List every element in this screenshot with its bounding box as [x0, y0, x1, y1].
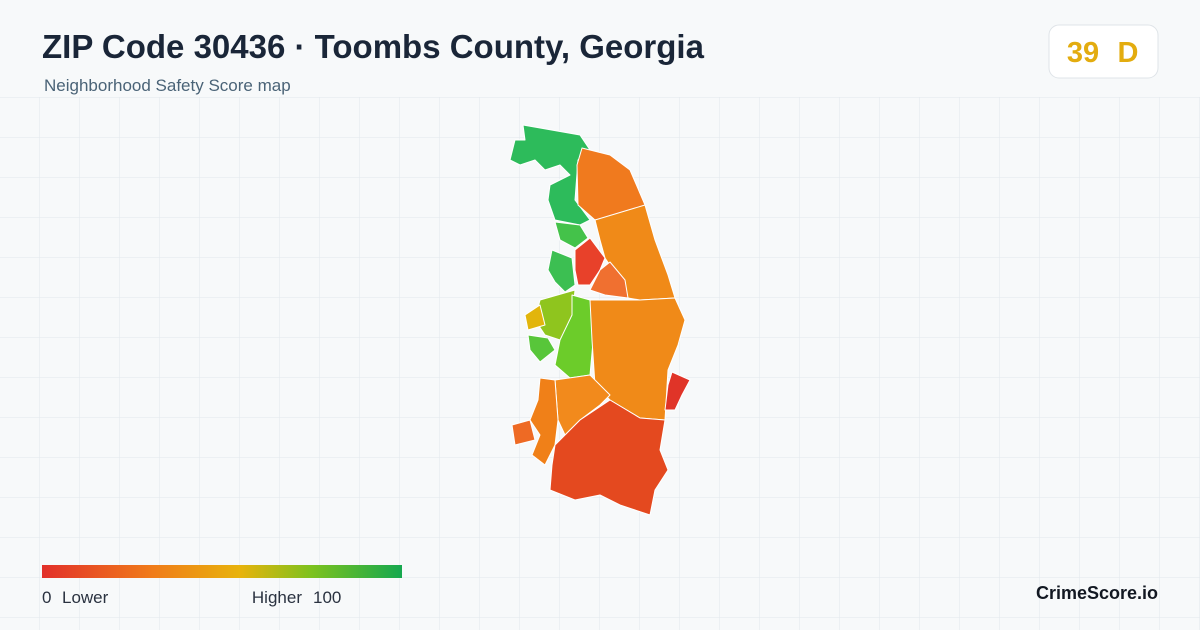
region [554, 221, 589, 249]
subtitle: Neighborhood Safety Score map [44, 76, 291, 95]
region [549, 399, 669, 516]
legend-max: 100 [313, 588, 341, 607]
region [589, 261, 629, 299]
brand: CrimeScore.io [1036, 583, 1158, 603]
map-regions [509, 124, 691, 516]
region [554, 374, 611, 436]
grade: D [1118, 37, 1139, 69]
score: 39 [1067, 37, 1099, 69]
legend-scale [42, 565, 402, 578]
title: ZIP Code 30436 · Toombs County, Georgia [42, 28, 705, 65]
region [664, 371, 691, 411]
legend-max-label: Higher [252, 588, 302, 607]
score-badge [1048, 24, 1159, 79]
region [547, 249, 576, 293]
legend-min: 0 [42, 588, 51, 607]
region [511, 419, 536, 446]
region [529, 377, 559, 466]
legend-min-label: Lower [62, 588, 109, 607]
region [527, 334, 556, 363]
region [524, 304, 546, 331]
region [574, 237, 606, 286]
